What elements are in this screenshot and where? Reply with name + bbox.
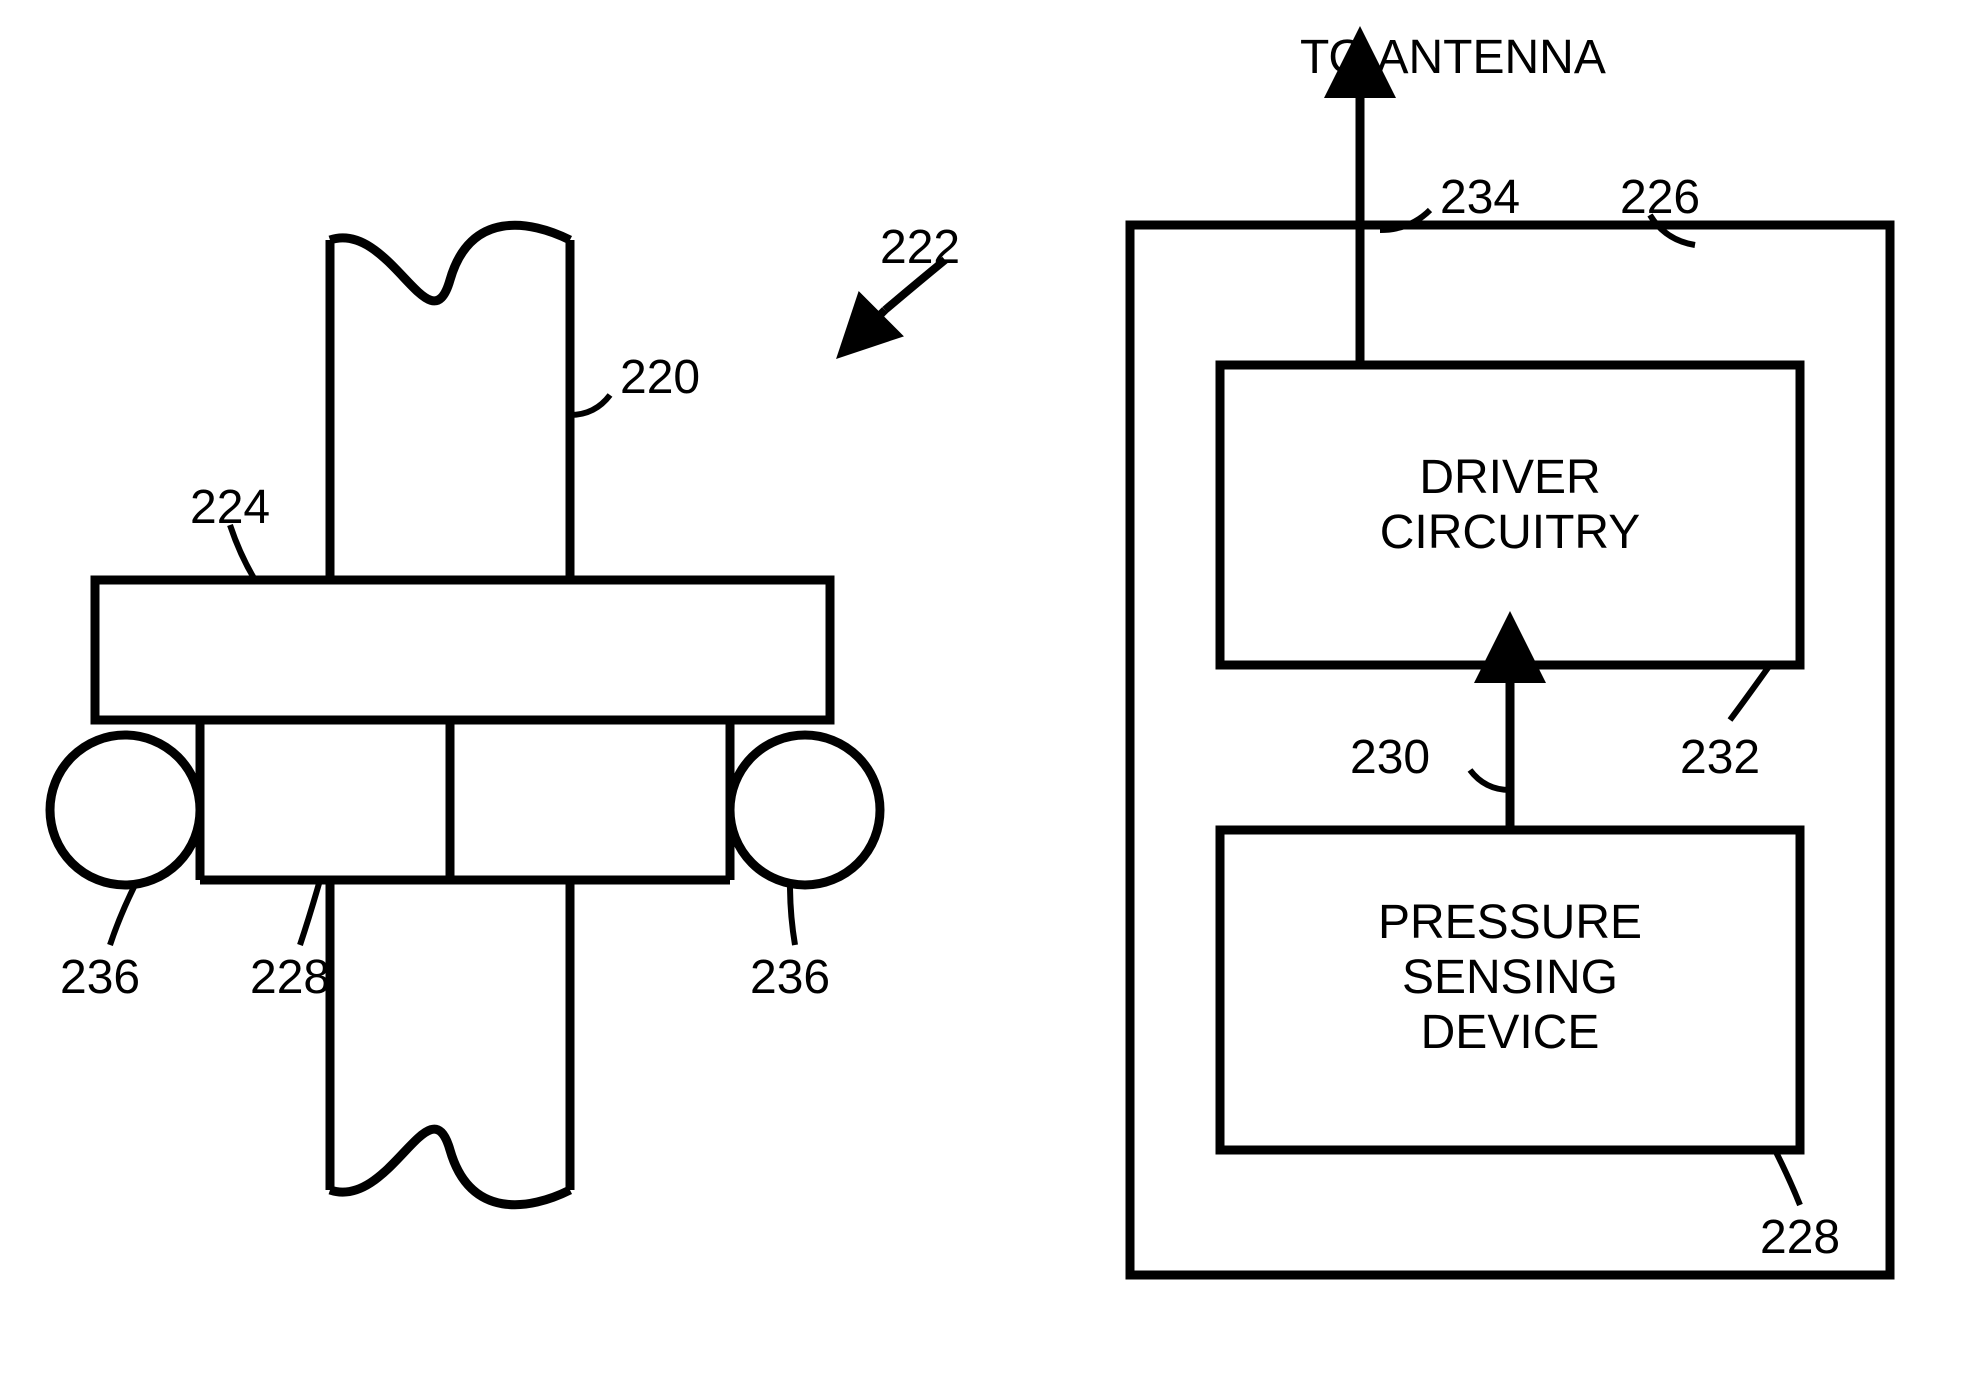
circle-236-right [730, 735, 880, 885]
ref-224: 224 [190, 480, 270, 535]
ref-228-left: 228 [250, 950, 330, 1005]
ref-236-right: 236 [750, 950, 830, 1005]
ref-236-left: 236 [60, 950, 140, 1005]
ref-226: 226 [1620, 170, 1700, 225]
diagram-stage: TO ANTENNA DRIVER CIRCUITRY PRESSURE SEN… [0, 0, 1986, 1380]
ref-220: 220 [620, 350, 700, 405]
circle-236-left [50, 735, 200, 885]
ref-230: 230 [1350, 730, 1430, 785]
driver-circuitry-text: DRIVER CIRCUITRY [1220, 450, 1800, 560]
ref-228-right: 228 [1760, 1210, 1840, 1265]
label-to-antenna: TO ANTENNA [1300, 30, 1606, 85]
ref-222: 222 [880, 220, 960, 275]
pressure-sensing-text: PRESSURE SENSING DEVICE [1220, 895, 1800, 1061]
cross-bar-224 [95, 580, 830, 720]
ref-232: 232 [1680, 730, 1760, 785]
ref-234: 234 [1440, 170, 1520, 225]
